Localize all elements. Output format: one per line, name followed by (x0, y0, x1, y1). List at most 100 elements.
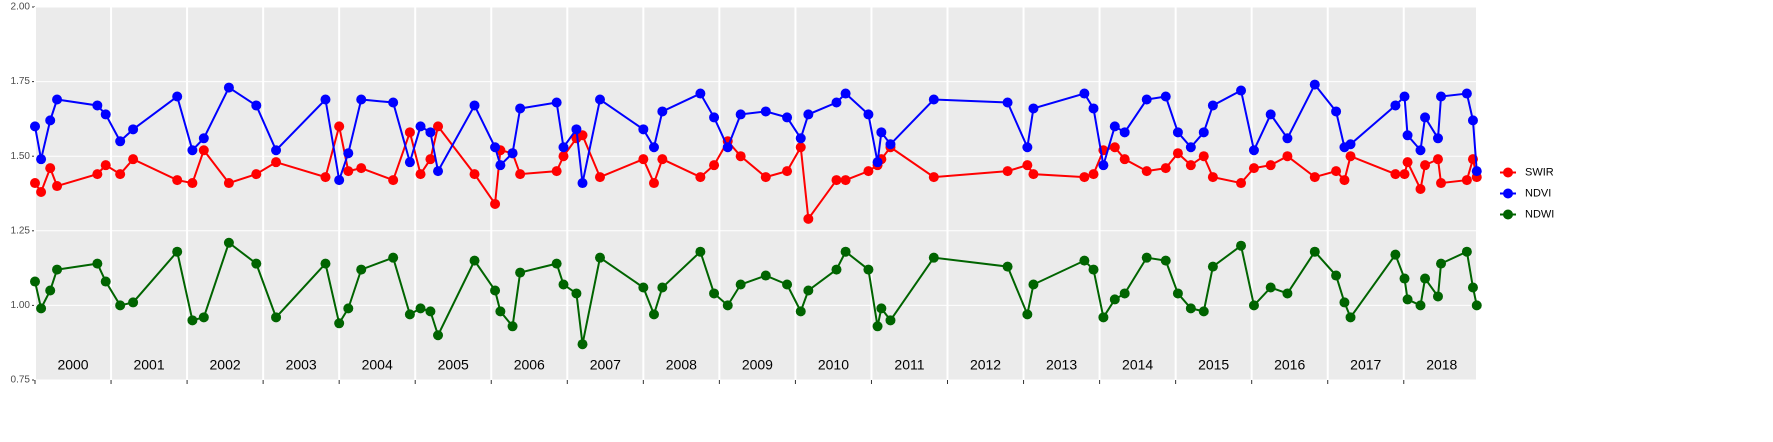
data-point (100, 276, 111, 287)
data-point (551, 97, 562, 108)
data-point (709, 160, 720, 171)
data-point (1415, 300, 1426, 311)
data-point (187, 315, 198, 326)
data-point (876, 303, 887, 314)
data-point (1309, 79, 1320, 90)
data-point (657, 282, 668, 293)
data-point (1207, 100, 1218, 111)
data-point (1265, 160, 1276, 171)
data-point (551, 258, 562, 269)
data-point (223, 82, 234, 93)
legend-key-point (1503, 209, 1513, 220)
data-point (1198, 127, 1209, 138)
legend-key-point (1503, 167, 1513, 178)
data-point (1331, 106, 1342, 117)
x-tick-label: 2008 (666, 357, 697, 373)
data-point (495, 160, 506, 171)
data-point (343, 148, 354, 159)
data-point (52, 264, 63, 275)
data-point (1461, 246, 1472, 257)
data-point (469, 169, 480, 180)
data-point (425, 154, 436, 165)
data-point (803, 109, 814, 120)
data-point (223, 178, 234, 189)
x-tick-label: 2013 (1046, 357, 1077, 373)
data-point (356, 264, 367, 275)
data-point (840, 246, 851, 257)
data-point (1079, 88, 1090, 99)
data-point (1119, 288, 1130, 299)
data-point (1432, 133, 1443, 144)
data-point (885, 315, 896, 326)
data-point (172, 91, 183, 102)
data-point (1185, 142, 1196, 153)
data-point (415, 303, 426, 314)
data-point (735, 151, 746, 162)
data-point (648, 309, 659, 320)
data-point (1331, 166, 1342, 177)
data-point (594, 172, 605, 183)
data-point (507, 148, 518, 159)
data-point (198, 145, 209, 156)
data-point (1079, 255, 1090, 266)
data-point (1022, 309, 1033, 320)
data-point (334, 318, 345, 329)
legend-label: NDWI (1525, 208, 1554, 220)
data-point (187, 178, 198, 189)
data-point (1198, 151, 1209, 162)
data-point (648, 178, 659, 189)
data-point (657, 106, 668, 117)
x-tick-label: 2007 (590, 357, 621, 373)
data-point (831, 97, 842, 108)
data-point (803, 213, 814, 224)
data-point (1079, 172, 1090, 183)
data-point (172, 246, 183, 257)
data-point (760, 172, 771, 183)
data-point (433, 121, 444, 132)
data-point (128, 154, 139, 165)
data-point (128, 297, 139, 308)
data-point (1402, 157, 1413, 168)
data-point (638, 154, 649, 165)
x-tick-label: 2003 (286, 357, 317, 373)
data-point (30, 121, 40, 132)
data-point (343, 166, 354, 177)
data-point (45, 163, 56, 174)
data-point (30, 178, 40, 189)
data-point (1471, 300, 1482, 311)
data-point (1141, 94, 1152, 105)
data-point (1399, 273, 1410, 284)
data-point (271, 145, 282, 156)
data-point (695, 172, 706, 183)
data-point (433, 330, 444, 341)
data-point (172, 175, 183, 186)
data-point (782, 112, 793, 123)
data-point (577, 178, 588, 189)
data-point (594, 94, 605, 105)
legend-key-point (1503, 188, 1513, 199)
data-point (1420, 273, 1431, 284)
data-point (1309, 246, 1320, 257)
data-point (415, 121, 426, 132)
x-tick-label: 2012 (970, 357, 1001, 373)
data-point (469, 255, 480, 266)
data-point (251, 258, 262, 269)
data-point (1141, 166, 1152, 177)
data-point (320, 94, 331, 105)
data-point (388, 175, 399, 186)
data-point (735, 109, 746, 120)
data-point (92, 169, 103, 180)
data-point (45, 115, 56, 126)
data-point (558, 279, 569, 290)
data-point (709, 288, 720, 299)
data-point (1236, 85, 1247, 96)
legend-label: NDVI (1525, 187, 1551, 199)
data-point (863, 109, 874, 120)
data-point (1207, 172, 1218, 183)
y-tick-label: 0.75 (11, 375, 31, 386)
data-point (198, 312, 209, 323)
data-point (1390, 249, 1401, 260)
data-point (1248, 163, 1259, 174)
data-point (1028, 279, 1039, 290)
